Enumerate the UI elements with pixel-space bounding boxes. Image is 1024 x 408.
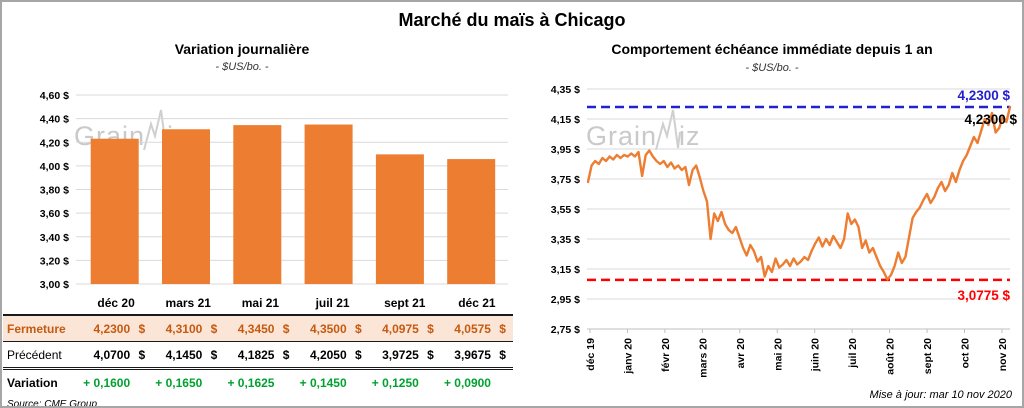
axis-label: juil 20 bbox=[847, 338, 859, 369]
table-cell: + 0,1650 bbox=[155, 376, 203, 390]
table-cell: + 0,1450 bbox=[299, 376, 347, 390]
zigzag-line-icon bbox=[655, 109, 682, 151]
source-note: Source: CME Group bbox=[7, 399, 98, 408]
column-header: sept 21 bbox=[384, 296, 426, 310]
table-cell: 4,3500 $ bbox=[309, 321, 362, 336]
table-cell: 4,0575 $ bbox=[454, 321, 506, 336]
axis-label: 4,35 $ bbox=[551, 84, 580, 96]
axis-label: mai 20 bbox=[772, 338, 784, 371]
watermark-text: Grain bbox=[586, 121, 658, 151]
column-header: mars 21 bbox=[165, 296, 211, 310]
axis-label: 2,95 $ bbox=[551, 294, 580, 306]
column-header: déc 21 bbox=[458, 296, 496, 310]
bar bbox=[375, 154, 424, 284]
axis-label: 4,15 $ bbox=[551, 114, 580, 126]
axis-label: 3,55 $ bbox=[551, 204, 580, 216]
table-cell: 3,9675 $ bbox=[454, 347, 506, 362]
table-row-fermeture: Fermeture 4,2300 $ 4,3100 $ 4,3450 $ 4,3500… bbox=[3, 314, 513, 342]
high-label: 4,2300 $ bbox=[957, 88, 1010, 103]
table-header-row: déc 20 mars 21 mai 21 juil 21 sept 21 dé… bbox=[3, 292, 513, 314]
bar bbox=[304, 124, 353, 284]
axis-label: 3,60 $ bbox=[40, 208, 69, 220]
bar-chart-title: Variation journalière bbox=[174, 41, 310, 57]
line-chart-title: Comportement échéance immédiate depuis 1… bbox=[611, 41, 933, 57]
table-row-variation: Variation + 0,1600 + 0,1650 + 0,1625 + 0… bbox=[3, 370, 513, 396]
table-cell: 4,3100 $ bbox=[165, 321, 218, 336]
table-cell: + 0,1625 bbox=[227, 376, 275, 390]
axis-label: févr 20 bbox=[660, 338, 672, 372]
axis-label: sept 20 bbox=[922, 338, 934, 374]
column-header: mai 21 bbox=[241, 296, 280, 310]
axis-label: juin 20 bbox=[810, 338, 822, 372]
axis-label: 3,40 $ bbox=[40, 232, 69, 244]
axis-label: 3,00 $ bbox=[40, 279, 69, 291]
table-cell: + 0,0900 bbox=[443, 376, 491, 390]
axis-label: nov 20 bbox=[997, 338, 1009, 371]
table-cell: 4,1450 $ bbox=[165, 347, 218, 362]
table-cell: 4,3450 $ bbox=[237, 321, 290, 336]
column-header: déc 20 bbox=[97, 296, 135, 310]
grainwiz-watermark: Grain iz bbox=[586, 108, 701, 152]
axis-label: 3,15 $ bbox=[551, 264, 580, 276]
watermark-text: iz bbox=[679, 121, 701, 151]
bar-chart-subtitle: - $US/bo. - bbox=[215, 61, 269, 73]
table-cell: 4,0975 $ bbox=[382, 321, 434, 336]
table-cell: + 0,1600 bbox=[83, 376, 131, 390]
axis-label: 3,75 $ bbox=[551, 174, 580, 186]
table-cell: 3,9725 $ bbox=[382, 347, 434, 362]
table-row-precedent: Précédent 4,0700 $ 4,1450 $ 4,1825 $ 4,2050… bbox=[3, 342, 513, 370]
bar-chart: 4,60 $ 4,40 $ 4,20 $ 4,00 $ 3,80 $ 3,60 $ 3,40… bbox=[40, 90, 508, 291]
last-price-label: 4,2300 $ bbox=[964, 112, 1017, 127]
axis-label: 3,35 $ bbox=[551, 234, 580, 246]
table-cell: 4,2050 $ bbox=[309, 347, 362, 362]
axis-label: 3,80 $ bbox=[40, 185, 69, 197]
axis-label: 4,00 $ bbox=[40, 161, 69, 173]
axis-label: janv 20 bbox=[622, 338, 634, 375]
price-table: déc 20 mars 21 mai 21 juil 21 sept 21 dé… bbox=[3, 292, 513, 408]
bar bbox=[90, 138, 139, 284]
axis-label: 3,95 $ bbox=[551, 144, 580, 156]
axis-label: 3,20 $ bbox=[40, 255, 69, 267]
low-label: 3,0775 $ bbox=[957, 288, 1010, 303]
bar bbox=[162, 129, 210, 284]
axis-label: août 20 bbox=[885, 338, 897, 375]
axis-label: déc 19 bbox=[585, 338, 597, 371]
page-title: Marché du maïs à Chicago bbox=[398, 10, 626, 30]
table-cell: 4,1825 $ bbox=[237, 347, 290, 362]
table-cell: 4,2300 $ bbox=[93, 321, 146, 336]
axis-label: 4,20 $ bbox=[40, 137, 69, 149]
table-cell: + 0,1250 bbox=[371, 376, 419, 390]
axis-label: mars 20 bbox=[697, 338, 709, 378]
line-chart-subtitle: - $US/bo. - bbox=[745, 62, 799, 74]
axis-label: oct 20 bbox=[960, 338, 972, 369]
price-line bbox=[586, 105, 1012, 281]
axis-label: 4,60 $ bbox=[40, 90, 69, 102]
bar bbox=[233, 125, 282, 284]
row-label: Précédent bbox=[7, 347, 62, 362]
column-header: juil 21 bbox=[315, 296, 350, 310]
row-label: Fermeture bbox=[7, 321, 66, 336]
axis-label: 4,40 $ bbox=[40, 114, 69, 126]
axis-label: 2,75 $ bbox=[551, 324, 580, 336]
row-label: Variation bbox=[7, 376, 58, 390]
bar bbox=[447, 159, 496, 284]
line-chart: 4,35 $ 4,15 $ 3,95 $ 3,75 $ 3,55 $ 3,35 $ 3,15… bbox=[551, 84, 1018, 378]
axis-label: avr 20 bbox=[735, 338, 747, 369]
update-note: Mise à jour: mar 10 nov 2020 bbox=[869, 389, 1012, 401]
table-cell: 4,0700 $ bbox=[93, 347, 146, 362]
